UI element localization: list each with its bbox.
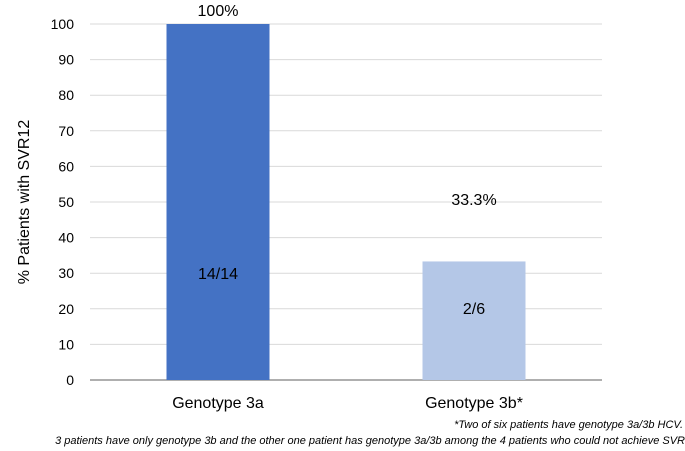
y-tick-label: 40 (58, 230, 74, 246)
y-tick-label: 80 (58, 87, 74, 103)
y-tick-label: 20 (58, 301, 74, 317)
data-labels: 100% 14/14 33.3% 2/6 (198, 3, 497, 318)
footnote-2: 3 patients have only genotype 3b and the… (55, 435, 685, 447)
category-label: Genotype 3b* (425, 395, 523, 412)
y-tick-label: 50 (58, 194, 74, 210)
count-label: 14/14 (198, 266, 238, 283)
y-tick-labels: 0 10 20 30 40 50 60 70 80 90 100 (51, 16, 75, 388)
bars (166, 24, 526, 380)
category-labels: Genotype 3a Genotype 3b* (172, 395, 523, 412)
value-label: 100% (198, 3, 239, 20)
count-label: 2/6 (463, 301, 485, 318)
y-tick-label: 30 (58, 265, 74, 281)
y-tick-label: 0 (66, 372, 74, 388)
bar-genotype-3a (166, 24, 270, 380)
footnote-1: *Two of six patients have genotype 3a/3b… (454, 419, 683, 431)
value-label: 33.3% (451, 192, 496, 209)
bar-chart: 0 10 20 30 40 50 60 70 80 90 100 100% 14/14 33.3% 2/6… (16, 3, 602, 412)
y-tick-label: 90 (58, 52, 74, 68)
y-axis-title: % Patients with SVR12 (16, 120, 33, 285)
y-tick-label: 70 (58, 123, 74, 139)
y-tick-label: 10 (58, 336, 74, 352)
y-tick-label: 100 (51, 16, 75, 32)
category-label: Genotype 3a (172, 395, 264, 412)
y-tick-label: 60 (58, 158, 74, 174)
bar-genotype-3b (422, 261, 526, 380)
